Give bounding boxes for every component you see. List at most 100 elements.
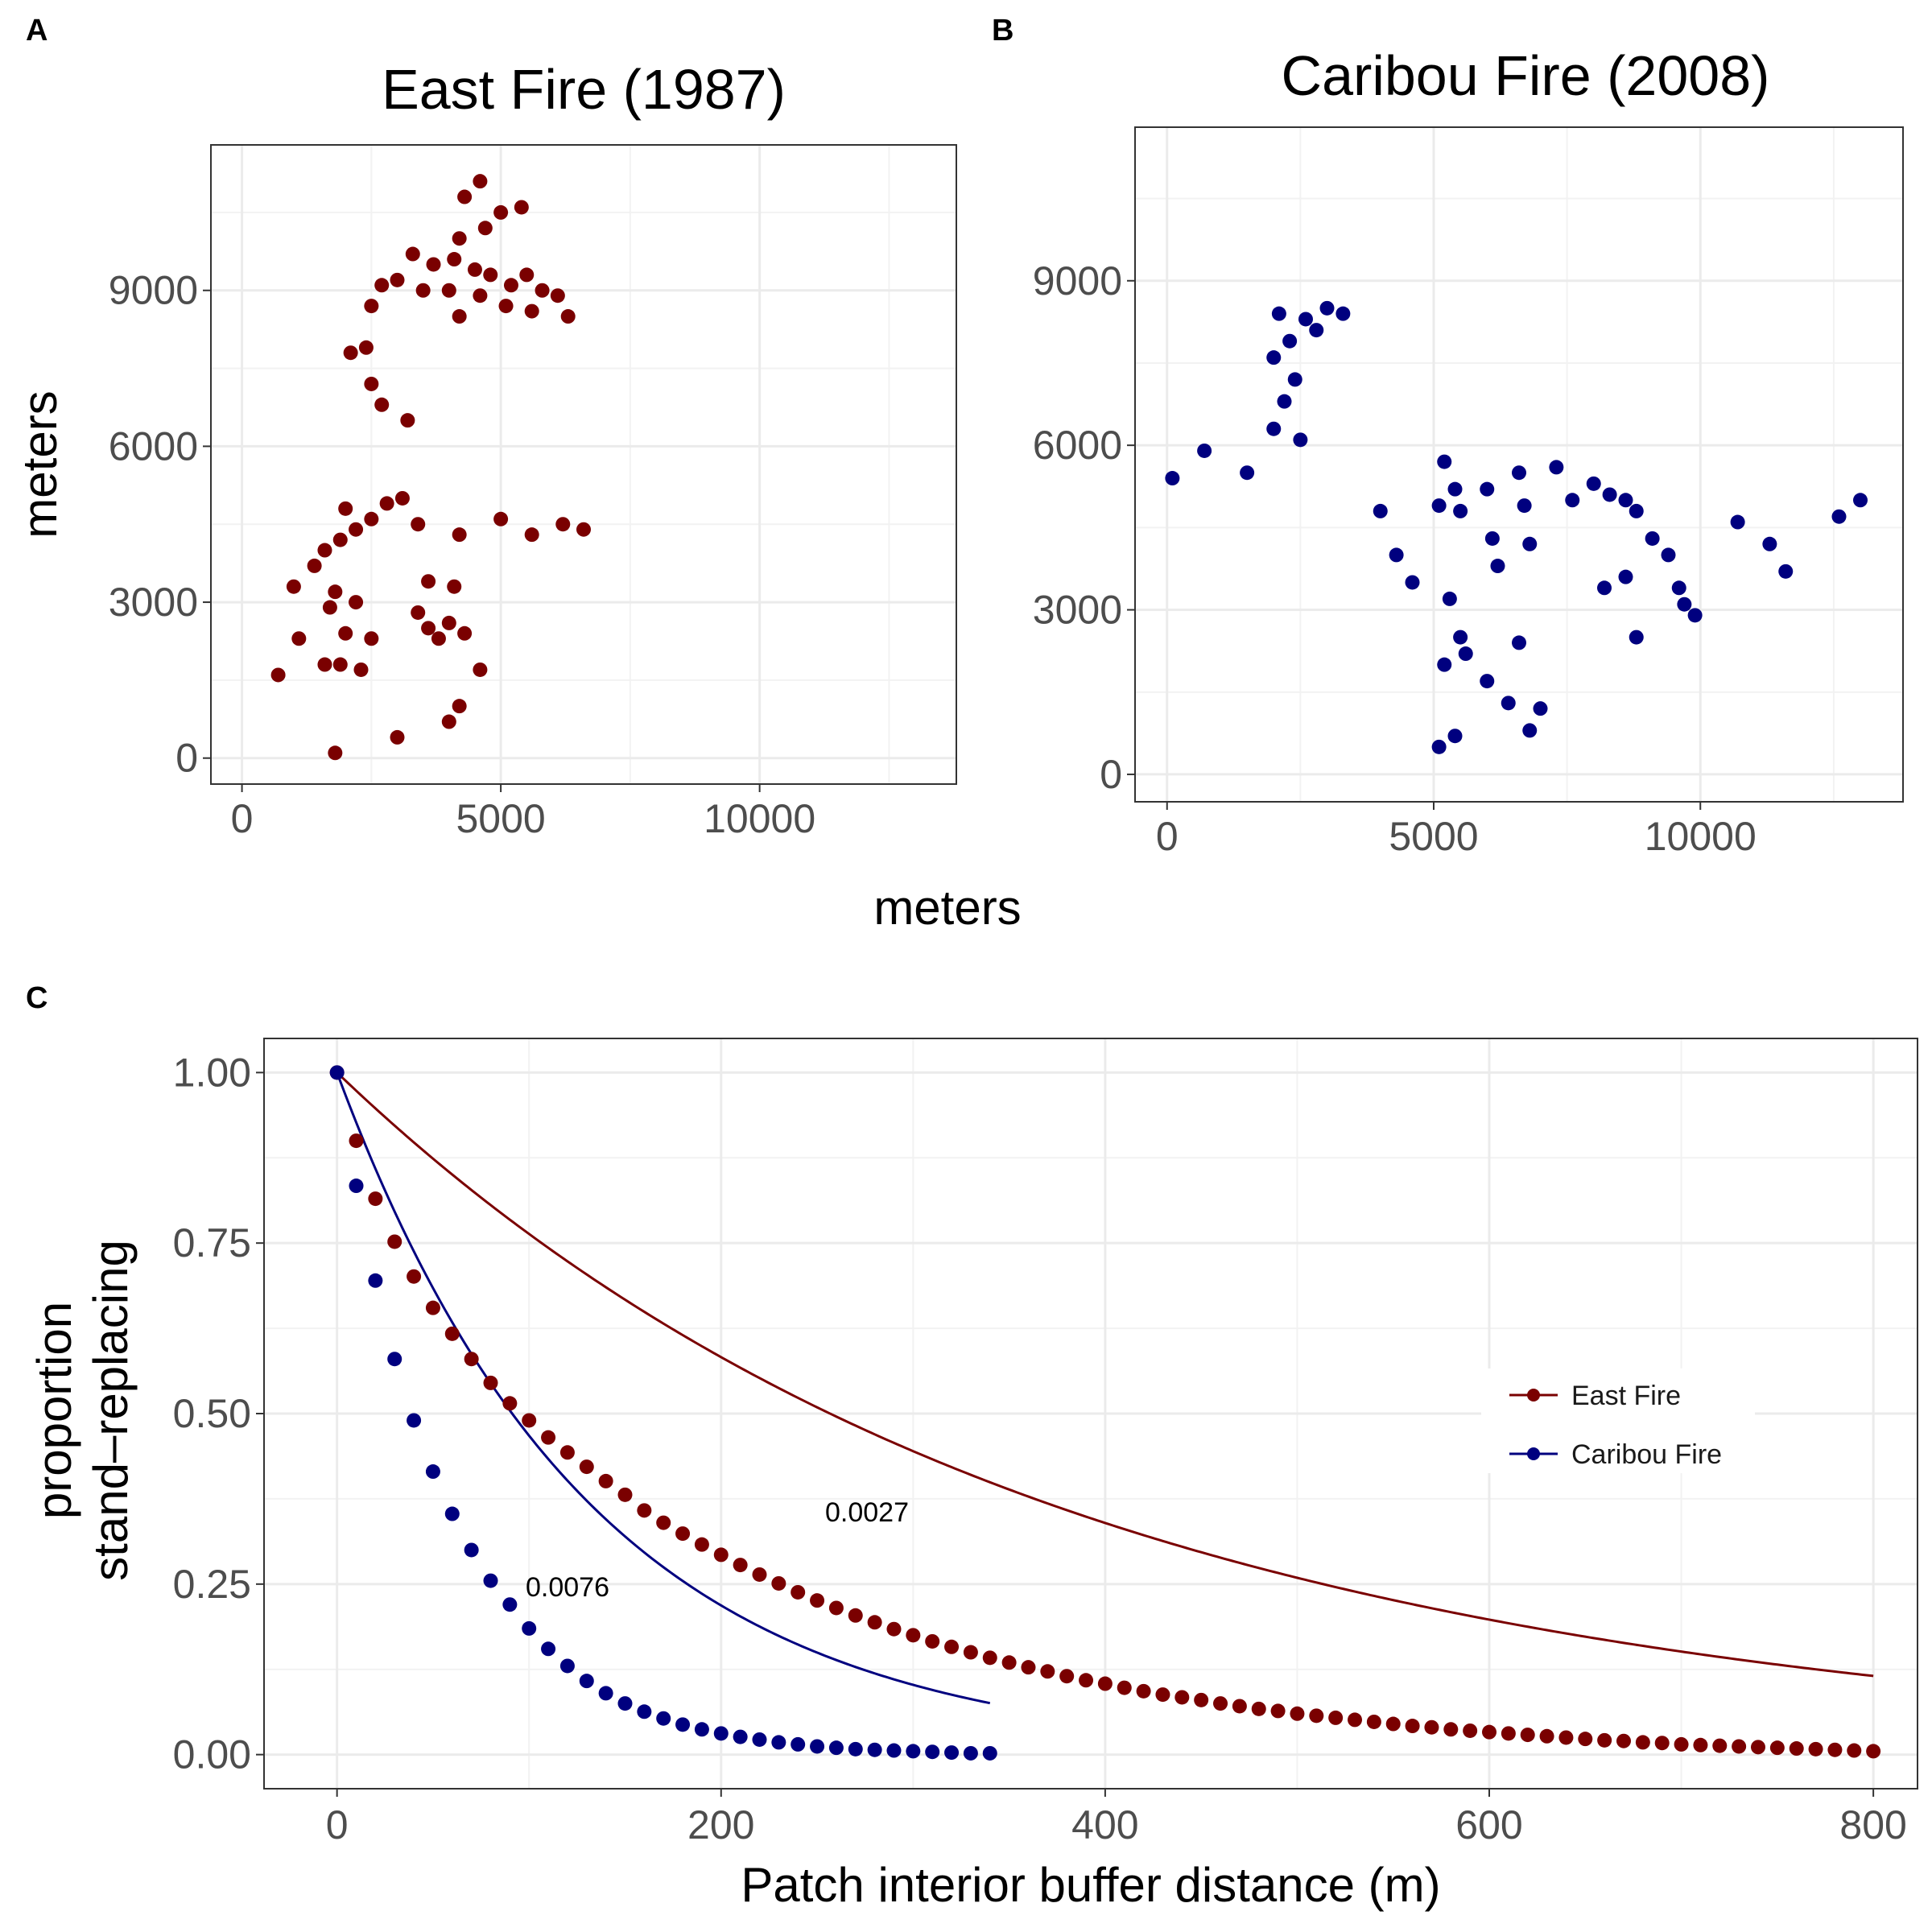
panel-a-patch-point [535, 283, 550, 298]
panel-b-patch-point [1522, 536, 1538, 551]
east-fire-point [925, 1633, 940, 1649]
panel-a-patch-point [498, 299, 514, 314]
panel-b-patch-point [1298, 312, 1313, 327]
caribou-fire-point [541, 1641, 556, 1657]
east-fire-point [1097, 1676, 1113, 1691]
caribou-fire-point [982, 1745, 997, 1761]
caribou-fire-point [579, 1674, 594, 1689]
panel-a-patch-point [452, 527, 467, 543]
panel-a-patch-point [441, 714, 456, 729]
east-fire-point [541, 1430, 556, 1445]
east-fire-point [1866, 1744, 1881, 1759]
caribou-fire-point [675, 1717, 691, 1732]
panel-b-patch-point [1319, 300, 1335, 316]
panel-b-y-tick-label: 9000 [1033, 258, 1122, 303]
east-fire-point [828, 1600, 844, 1616]
panel-a-patch-point [503, 278, 518, 293]
panel-b-patch-point [1597, 580, 1612, 596]
east-fire-point [752, 1567, 767, 1582]
east-fire-point [848, 1608, 863, 1623]
panel-b-patch-point [1293, 432, 1308, 448]
east-fire-point [1482, 1724, 1497, 1740]
caribou-fire-point [444, 1506, 460, 1521]
panel-b-patch-point [1447, 729, 1463, 744]
panel-b-patch-point [1437, 454, 1452, 469]
east-fire-point [1155, 1687, 1170, 1703]
panel-c-ticks: 0 200 400 600 800 0.00 0.25 0.50 0.75 1.00 [173, 1050, 1907, 1847]
panel-b-plot-area [1135, 127, 1903, 802]
panel-a-patch-point [441, 283, 456, 298]
panel-a-patch-point [349, 522, 364, 537]
east-fire-point [637, 1503, 652, 1518]
east-fire-point [1174, 1690, 1190, 1705]
caribou-fire-point [791, 1736, 806, 1752]
panel-a-y-tick-label: 3000 [109, 580, 198, 625]
panel-b-patch-point [1512, 465, 1526, 481]
panel-a-y-tick-label: 9000 [109, 268, 198, 313]
panel-b-patch-point [1618, 493, 1633, 508]
panel-a-patch-point [400, 413, 415, 428]
east-fire-point [733, 1558, 748, 1573]
panel-a-patch-point [328, 745, 343, 761]
panel-b-patch-point [1442, 591, 1457, 606]
panel-a-patch-point [524, 527, 539, 543]
panel-b-ticks: 0 5000 10000 0 3000 6000 9000 [1033, 258, 1757, 859]
panel-c-x-tick-label: 400 [1071, 1802, 1138, 1847]
panel-a-patch-point [441, 615, 456, 630]
panel-b-y-tick-label: 3000 [1033, 588, 1122, 633]
panel-a-patch-point [519, 267, 535, 283]
east-fire-point [1674, 1736, 1689, 1752]
panel-b-y-tick-label: 6000 [1033, 423, 1122, 468]
panel-a-ticks: 0 5000 10000 0 3000 6000 9000 [109, 268, 815, 841]
panel-a-patch-point [353, 662, 369, 677]
panel-a-patch-point [328, 584, 343, 600]
caribou-fire-point [483, 1573, 498, 1588]
legend-caribou-fire-label: Caribou Fire [1571, 1439, 1722, 1470]
east-fire-point [944, 1639, 960, 1654]
east-fire-point [675, 1526, 691, 1542]
panel-c-x-tick-label: 800 [1839, 1802, 1906, 1847]
panel-b-patch-point [1853, 493, 1868, 508]
east-fire-point [906, 1628, 921, 1643]
legend: East Fire Caribou Fire [1481, 1368, 1755, 1473]
east-fire-point [1654, 1736, 1670, 1751]
panel-b-patch-point [1389, 547, 1404, 563]
east-fire-point [617, 1487, 633, 1502]
panel-b-patch-point [1661, 547, 1676, 563]
east-fire-fitted-curve [336, 1071, 1874, 1678]
panel-a-border [210, 144, 957, 785]
panel-b-patch-point [1484, 530, 1500, 546]
panel-b-patch-point [1618, 569, 1633, 584]
panel-c-y-tick-label: 0.50 [173, 1391, 251, 1436]
panel-a-patch-point [514, 200, 529, 215]
panel-a-patch-point [364, 511, 379, 526]
panel-a-marks [270, 174, 591, 761]
east-fire-point [1847, 1743, 1862, 1758]
panel-b-patch-point [1645, 530, 1660, 546]
east-fire-point [1712, 1738, 1728, 1753]
panel-a-patch-point [338, 625, 353, 641]
east-fire-point [1789, 1741, 1804, 1757]
east-fire-point [1366, 1714, 1381, 1729]
panel-a-y-tick-label: 6000 [109, 423, 198, 469]
east-fire-point [1117, 1680, 1132, 1695]
east-fire-point [407, 1269, 422, 1284]
caribou-fire-point [349, 1179, 364, 1194]
caribou-fire-point [329, 1065, 345, 1080]
east-fire-point [694, 1537, 709, 1552]
east-fire-point [579, 1459, 594, 1475]
east-fire-point [1578, 1732, 1593, 1747]
panel-c-x-tick-label: 600 [1455, 1802, 1522, 1847]
caribou-fire-point [963, 1745, 978, 1761]
caribou-fire-point [867, 1742, 882, 1757]
panel-b-patch-point [1522, 723, 1538, 738]
panel-b-patch-point [1309, 323, 1324, 338]
panel-b-patch-point [1266, 421, 1282, 436]
east-fire-point [886, 1621, 902, 1637]
east-fire-point [963, 1645, 978, 1660]
panel-c-y-tick-label: 0.25 [173, 1562, 251, 1607]
panel-a-patch-point [390, 272, 405, 287]
panel-b-patch-point [1458, 646, 1473, 662]
east-fire-point [1251, 1701, 1266, 1716]
east-fire-point [483, 1375, 498, 1390]
